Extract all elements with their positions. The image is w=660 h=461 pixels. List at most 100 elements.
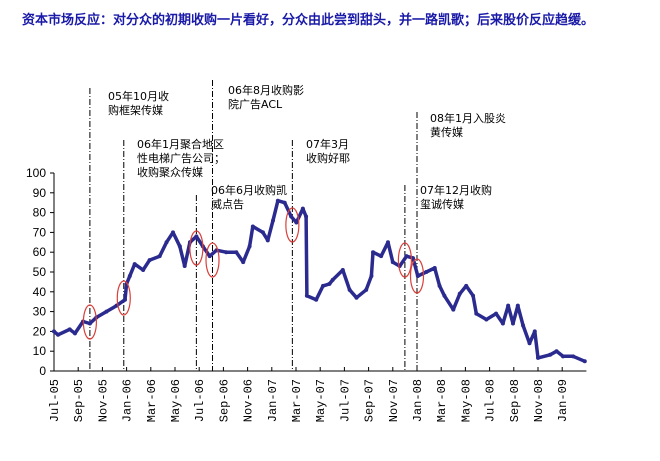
price-point [515,303,520,308]
y-tick-label: 60 [33,245,47,259]
price-point [271,218,276,223]
price-point [415,273,420,278]
price-point [554,349,559,354]
price-point [390,260,395,265]
price-point [494,311,499,316]
price-point [234,250,239,255]
price-point [442,293,447,298]
price-point [304,214,309,219]
price-point [527,341,532,346]
y-tick-label: 20 [33,324,47,338]
price-point [104,309,109,314]
price-point [147,258,152,263]
x-tick-label: Nov-06 [242,379,256,422]
event-annotation-label: 07年3月 [306,137,349,151]
x-tick-label: Mar-08 [435,379,449,422]
y-tick-label: 100 [26,166,46,180]
reaction-highlight-ellipse [82,304,97,340]
price-point [170,230,175,235]
price-point [354,295,359,300]
event-annotation-label: 性电梯广告公司； [137,151,225,165]
event-annotation-label: 黄传媒 [430,125,463,139]
price-point [265,238,270,243]
price-point [275,198,280,203]
price-point [289,214,294,219]
price-point [451,307,456,312]
price-point [177,244,182,249]
x-tick-label: Jul-05 [48,379,62,422]
x-tick-label: Jul-08 [484,379,498,422]
x-tick-label: Jan-09 [556,379,570,422]
price-point [67,327,72,332]
price-point [340,268,345,273]
price-point [241,260,246,265]
price-point [369,273,374,278]
price-point [404,254,409,259]
x-tick-label: Sep-08 [508,379,522,422]
reaction-highlight-ellipse [397,242,412,278]
y-tick-label: 10 [33,344,47,358]
event-annotation-label: 06年8月收购影 [228,83,304,97]
price-point [294,220,299,225]
price-point [194,234,199,239]
event-annotation-label: 05年10月收 [108,89,169,103]
event-annotation-label: 08年1月入股炎 [430,111,506,125]
event-annotation-label: 威点告 [211,198,244,211]
price-point [164,240,169,245]
slide-title: 资本市场反应：对分众的初期收购一片看好，分众由此尝到甜头，并一路凯歌；后来股价反… [22,13,595,28]
price-point [432,266,437,271]
price-point [260,230,265,235]
event-annotation-label: 06年6月收购凯 [211,183,287,197]
x-tick-label: May-07 [314,379,328,422]
x-tick-label: Sep-07 [363,379,377,422]
price-point [379,254,384,259]
y-tick-label: 70 [33,225,47,239]
price-point [327,281,332,286]
price-point [347,287,352,292]
price-point [457,291,462,296]
price-point [157,254,162,259]
x-tick-label: Nov-07 [387,379,401,422]
x-tick-label: May-08 [459,379,473,422]
y-tick-label: 0 [39,364,46,378]
x-tick-label: Jul-06 [193,379,207,422]
price-point [224,250,229,255]
price-point [536,355,540,360]
y-tick-label: 90 [33,186,47,200]
price-line [52,198,586,363]
price-point [364,287,369,292]
x-tick-label: Jan-08 [411,379,425,422]
price-point [506,303,511,308]
event-annotation-label: 06年1月聚合地区 [137,137,224,151]
x-tick-label: Mar-06 [145,379,159,422]
price-point [321,283,326,288]
y-tick-label: 40 [33,285,47,299]
price-point [424,270,429,274]
price-point [582,359,587,364]
price-point [464,283,469,288]
x-tick-label: Jan-07 [266,379,280,422]
reaction-highlight-ellipse [205,242,220,278]
y-tick-label: 30 [33,305,47,319]
x-tick-label: Sep-05 [72,379,86,422]
price-point [122,297,127,302]
price-point [56,332,61,337]
price-point [300,206,305,211]
x-tick-label: Nov-05 [96,379,110,422]
price-point [304,293,309,298]
price-point [474,311,479,316]
price-point [521,323,526,328]
price-point [207,254,212,259]
price-point [330,277,335,282]
y-tick-label: 50 [33,265,47,279]
price-point [250,224,255,229]
price-point [385,240,390,245]
x-tick-label: Sep-06 [217,379,231,422]
y-tick-label: 80 [33,206,47,220]
price-point [371,250,376,255]
price-point [571,354,576,359]
x-tick-label: Jul-07 [338,379,352,422]
reaction-highlight-ellipse [116,280,131,316]
x-tick-label: Nov-08 [532,379,546,422]
